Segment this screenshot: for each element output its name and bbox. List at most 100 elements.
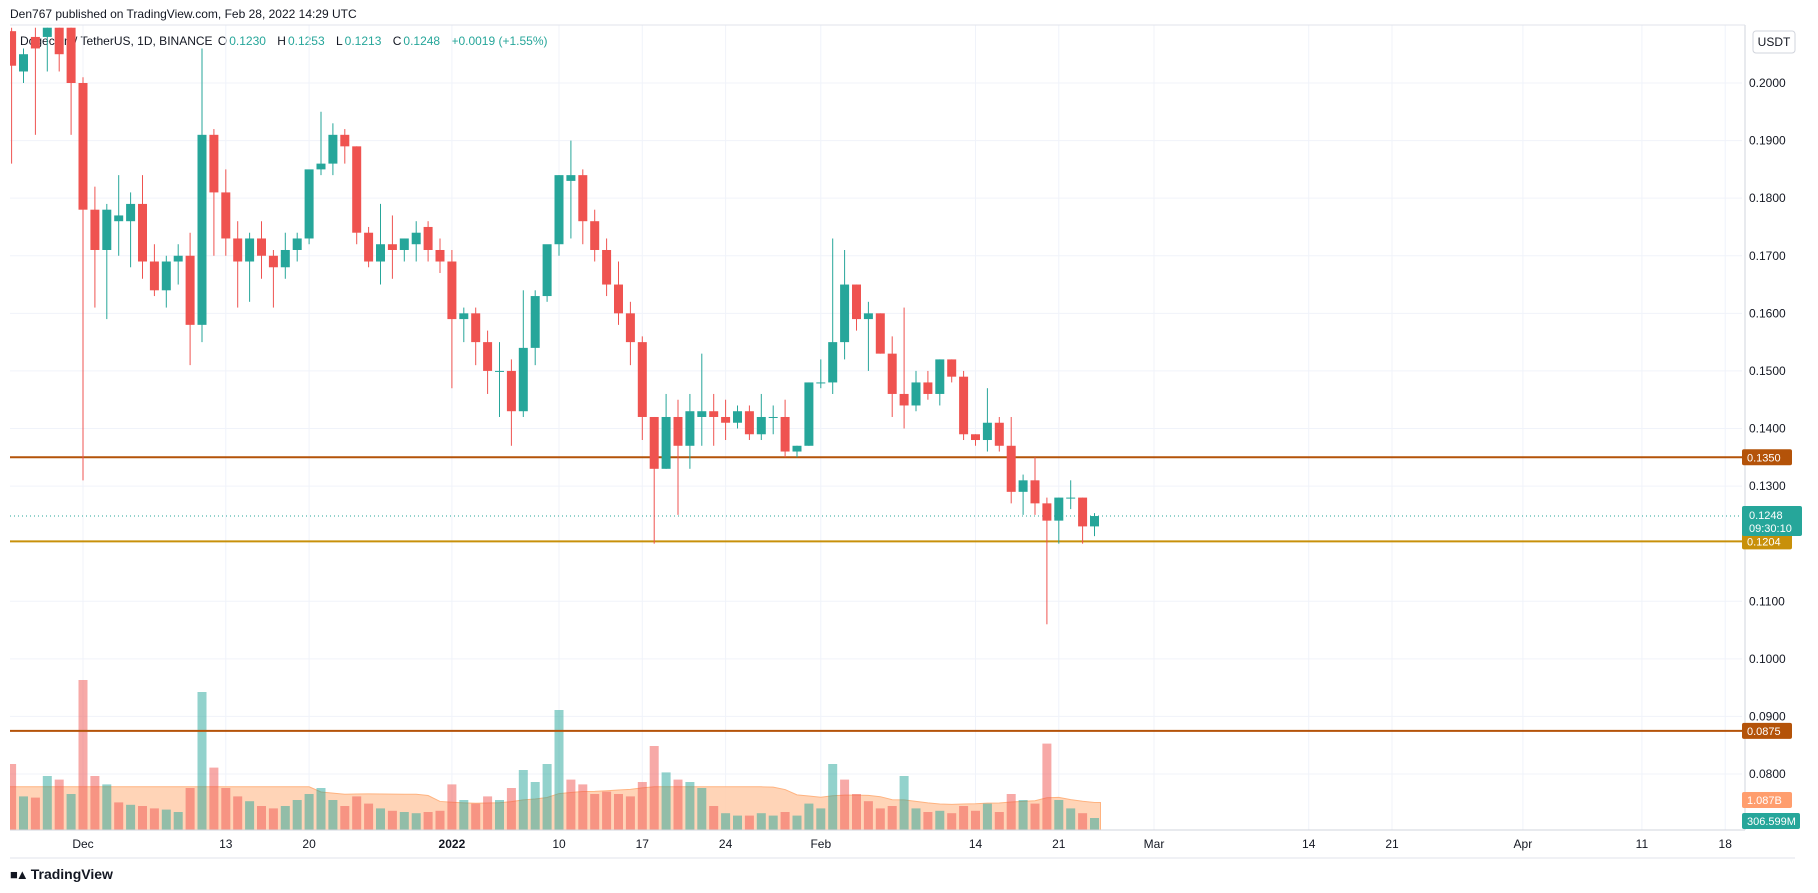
volume-bar: [994, 812, 1004, 830]
volume-bar: [352, 796, 362, 830]
volume-bar: [673, 779, 683, 830]
candle-body: [935, 359, 945, 394]
volume-bar: [1078, 813, 1088, 830]
volume-bar: [435, 810, 445, 830]
candle-body: [411, 232, 421, 245]
y-tick-label: 0.1500: [1749, 364, 1786, 378]
candle-body: [387, 244, 397, 250]
candle-body: [637, 342, 647, 417]
x-tick-label: 10: [552, 837, 566, 851]
volume-tag: 1.087B: [1747, 795, 1782, 807]
volume-bar: [126, 804, 136, 830]
volume-bar: [316, 788, 326, 830]
y-tick-label: 0.1300: [1749, 479, 1786, 493]
volume-tag-box: [1742, 813, 1800, 829]
volume-bar: [1042, 743, 1052, 830]
candle-body: [471, 313, 481, 343]
volume-bar: [685, 782, 695, 830]
volume-bar: [768, 815, 778, 830]
volume-bar: [173, 812, 183, 830]
volume-bar: [602, 791, 612, 830]
y-tick-label: 0.2000: [1749, 76, 1786, 90]
tradingview-brand[interactable]: TradingView: [30, 866, 113, 882]
candle-body: [19, 54, 28, 72]
volume-bar: [947, 813, 957, 830]
volume-bar: [376, 808, 385, 830]
candle-body: [459, 313, 469, 320]
level-price-tag-box: [1742, 722, 1792, 739]
candle-body: [828, 342, 838, 383]
candle-body: [102, 209, 112, 250]
x-tick-label: 21: [1385, 837, 1399, 851]
candle-body: [721, 416, 731, 423]
candle-body: [982, 422, 992, 441]
candle-body: [42, 27, 52, 37]
volume-bar: [661, 772, 671, 830]
volume-bar: [1090, 818, 1099, 830]
candle-body: [257, 238, 266, 256]
publish-line: Den767 published on TradingView.com, Feb…: [10, 7, 357, 21]
candle-body: [661, 416, 671, 469]
y-tick-label: 0.1700: [1749, 249, 1786, 263]
horizontal-levels: [10, 456, 1742, 732]
candle-body: [197, 134, 207, 325]
candle-body: [483, 342, 493, 371]
currency-button-box[interactable]: [1752, 30, 1796, 54]
candle-body: [602, 249, 612, 285]
candle-body: [971, 434, 980, 441]
ohlc-close-value: 0.1248: [403, 34, 441, 48]
volume-bar: [923, 812, 933, 830]
candle-body: [899, 393, 909, 406]
volume-bar: [721, 813, 731, 830]
volume-bar: [935, 810, 945, 830]
candle-body: [733, 411, 742, 423]
candle-body: [221, 192, 231, 239]
time-axis: Dec 13 20 2022 10 17 24 Feb 14 21 Mar 14 21 Apr 11 18: [72, 837, 1732, 851]
volume-bar: [982, 803, 992, 830]
candle-body: [804, 382, 814, 446]
candle-body: [1018, 480, 1028, 492]
volume-bar: [66, 794, 76, 830]
left-mask: [0, 0, 10, 893]
candle-body: [376, 244, 385, 262]
y-tick-label: 0.1900: [1749, 134, 1786, 148]
volume-bar: [590, 794, 600, 830]
candle-body: [90, 209, 100, 250]
candle-body: [66, 27, 76, 83]
volume-bar: [268, 808, 278, 830]
chart-grid: [10, 25, 1742, 830]
candle-body: [673, 416, 683, 446]
candle-body: [1066, 497, 1076, 499]
y-tick-label: 0.1400: [1749, 422, 1786, 436]
level-price-tag: 0.1204: [1747, 536, 1781, 548]
candle-body: [554, 175, 564, 245]
candle-body: [792, 445, 802, 452]
candle-body: [340, 134, 350, 147]
volume-bar: [447, 784, 457, 830]
candle-body: [994, 422, 1004, 446]
y-tick-label: 0.0800: [1749, 767, 1786, 781]
volume-bar: [78, 680, 88, 830]
tradingview-footer[interactable]: ■▲ TradingView: [10, 866, 113, 882]
candle-body: [78, 83, 88, 210]
volume-bar: [697, 788, 707, 830]
candle-body: [280, 249, 290, 268]
currency-button-label[interactable]: USDT: [1758, 35, 1791, 49]
volume-bar: [578, 784, 588, 830]
candle-body: [911, 382, 921, 406]
ohlc-low-label: L: [335, 34, 343, 48]
volume-bar: [1054, 800, 1064, 830]
candle-body: [1030, 480, 1040, 504]
candle-body: [923, 382, 933, 394]
volume-bars: [7, 680, 1099, 830]
volume-bar: [566, 779, 576, 830]
volume-bar: [340, 806, 350, 830]
volume-bar: [149, 808, 159, 830]
volume-bar: [90, 776, 100, 830]
y-tick-label: 0.1600: [1749, 306, 1786, 320]
volume-bar: [899, 776, 909, 830]
currency-button[interactable]: USDT: [1752, 30, 1796, 54]
